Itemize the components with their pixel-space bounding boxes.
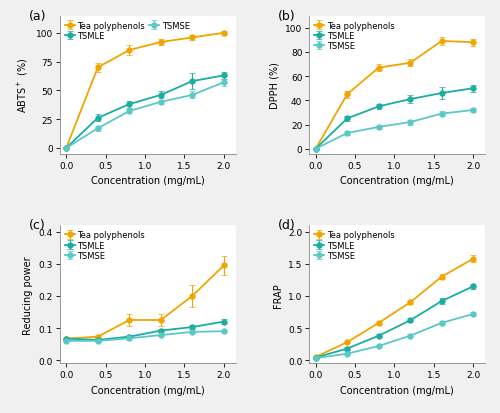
X-axis label: Concentration (mg/mL): Concentration (mg/mL): [340, 176, 454, 185]
Legend: Tea polyphenols, TSMLE, TSMSE: Tea polyphenols, TSMLE, TSMSE: [64, 21, 191, 42]
Y-axis label: Reducing power: Reducing power: [23, 255, 33, 334]
Y-axis label: DPPH (%): DPPH (%): [270, 62, 280, 109]
Y-axis label: ABTS$^+$ (%): ABTS$^+$ (%): [16, 58, 30, 113]
X-axis label: Concentration (mg/mL): Concentration (mg/mL): [91, 176, 204, 185]
Legend: Tea polyphenols, TSMLE, TSMSE: Tea polyphenols, TSMLE, TSMSE: [314, 21, 396, 52]
Text: (c): (c): [28, 219, 45, 232]
Text: (d): (d): [278, 219, 295, 232]
Legend: Tea polyphenols, TSMLE, TSMSE: Tea polyphenols, TSMLE, TSMSE: [314, 230, 396, 261]
X-axis label: Concentration (mg/mL): Concentration (mg/mL): [91, 385, 204, 395]
Legend: Tea polyphenols, TSMLE, TSMSE: Tea polyphenols, TSMLE, TSMSE: [64, 230, 146, 261]
Text: (b): (b): [278, 9, 295, 23]
Text: (a): (a): [28, 9, 46, 23]
X-axis label: Concentration (mg/mL): Concentration (mg/mL): [340, 385, 454, 395]
Y-axis label: FRAP: FRAP: [272, 282, 282, 307]
